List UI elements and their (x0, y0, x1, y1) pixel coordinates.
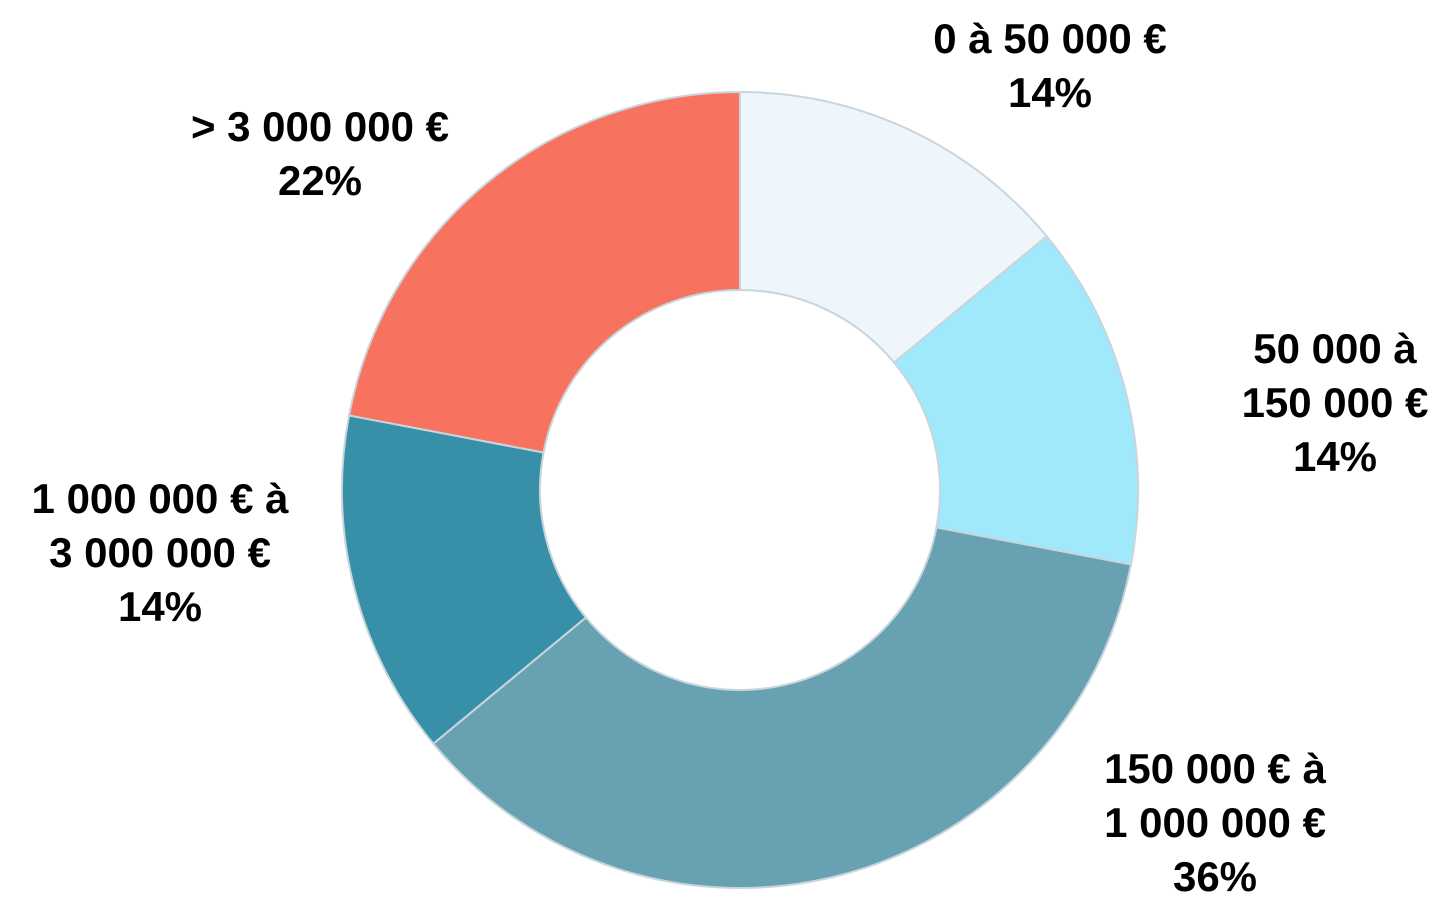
category-label: 0 à 50 000 € (933, 15, 1167, 62)
category-label: > 3 000 000 € (190, 103, 450, 150)
donut-segment (892, 234, 1139, 566)
category-label: 1 000 000 € à 3 000 000 € (31, 475, 289, 576)
donut-segment (341, 414, 588, 746)
value-label: 36% (1172, 853, 1258, 899)
segment-label: 1 000 000 € à 3 000 000 € 14% (25, 472, 295, 634)
donut-segment (431, 526, 1133, 889)
value-label: 14% (117, 583, 203, 630)
value-label: 14% (1292, 433, 1378, 480)
donut-segment (739, 90, 1049, 364)
value-label: 22% (277, 157, 363, 204)
segment-label: 50 000 à 150 000 € 14% (1235, 322, 1435, 484)
value-label: 14% (1007, 69, 1093, 116)
category-label: 50 000 à 150 000 € (1241, 325, 1429, 426)
segment-label: 150 000 € à 1 000 000 € 36% (1098, 742, 1333, 899)
segment-label: > 3 000 000 € 22% (170, 100, 470, 208)
donut-segment (347, 90, 741, 454)
category-label: 150 000 € à 1 000 000 € (1104, 745, 1326, 846)
segment-label: 0 à 50 000 € 14% (900, 12, 1200, 120)
